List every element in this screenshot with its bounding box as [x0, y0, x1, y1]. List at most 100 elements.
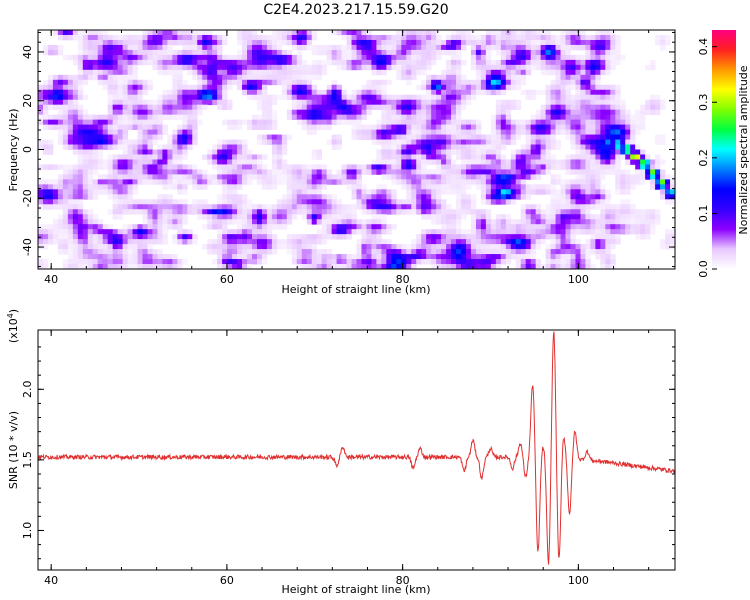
heatmap-cell [610, 94, 616, 101]
heatmap-cell [485, 159, 492, 165]
heatmap-cell [426, 249, 432, 255]
heatmap-cell [431, 149, 437, 155]
heatmap-cell [485, 234, 492, 240]
heatmap-cell [650, 219, 656, 225]
heatmap-cell [475, 144, 482, 150]
heatmap-cell [465, 209, 472, 215]
heatmap-cell [197, 99, 203, 106]
heatmap-cell [172, 114, 178, 121]
heatmap-cell [595, 59, 601, 66]
heatmap-cell [461, 74, 467, 81]
heatmap-cell [117, 159, 124, 165]
heatmap-cell [296, 164, 303, 170]
heatmap-cell [82, 30, 89, 36]
heatmap-cell [326, 229, 333, 235]
heatmap-cell [67, 164, 74, 170]
heatmap-cell [520, 259, 527, 265]
heatmap-cell [137, 199, 143, 205]
heatmap-cell [620, 229, 626, 235]
heatmap-cell [321, 119, 328, 126]
heatmap-cell [441, 174, 447, 180]
heatmap-cell [142, 79, 148, 86]
heatmap-cell [177, 159, 183, 165]
heatmap-cell [67, 144, 74, 150]
heatmap-cell [520, 254, 527, 260]
heatmap-cell [356, 224, 362, 230]
heatmap-cell [446, 154, 452, 160]
heatmap-cell [172, 34, 178, 41]
heatmap-cell [107, 174, 114, 180]
heatmap-cell [152, 134, 158, 140]
heatmap-cell [615, 209, 621, 215]
heatmap-cell [182, 174, 188, 180]
heatmap-cell [142, 264, 148, 269]
heatmap-cell [655, 139, 661, 145]
heatmap-cell [515, 174, 522, 180]
heatmap-cell [301, 114, 308, 121]
heatmap-cell [177, 144, 183, 150]
heatmap-cell [152, 164, 158, 170]
heatmap-cell [97, 239, 104, 245]
heatmap-cell [261, 229, 268, 235]
heatmap-cell [500, 259, 507, 265]
heatmap-cell [376, 229, 382, 235]
heatmap-cell [560, 179, 566, 185]
heatmap-cell [122, 184, 128, 190]
heatmap-cell [192, 124, 198, 130]
heatmap-cell [456, 199, 462, 205]
heatmap-cell [570, 104, 576, 111]
heatmap-cell [72, 174, 79, 180]
heatmap-cell [321, 169, 328, 175]
heatmap-cell [446, 229, 452, 235]
heatmap-cell [237, 34, 243, 41]
heatmap-cell [535, 49, 542, 56]
heatmap-cell [600, 144, 606, 150]
heatmap-cell [62, 79, 69, 86]
heatmap-cell [172, 30, 178, 36]
heatmap-cell [550, 134, 556, 140]
heatmap-cell [162, 69, 168, 76]
heatmap-cell [137, 104, 143, 111]
heatmap-cell [237, 209, 243, 215]
heatmap-cell [346, 214, 352, 220]
heatmap-cell [590, 144, 596, 150]
heatmap-cell [585, 194, 591, 200]
heatmap-cell [655, 169, 661, 175]
heatmap-cell [127, 204, 133, 210]
heatmap-cell [57, 89, 64, 96]
heatmap-cell [42, 79, 49, 86]
heatmap-cell [336, 94, 342, 101]
heatmap-cell [456, 99, 462, 106]
heatmap-cell [192, 174, 198, 180]
heatmap-cell [38, 199, 44, 205]
heatmap-cell [52, 184, 59, 190]
heatmap-cell [67, 244, 74, 250]
heatmap-cell [182, 234, 188, 240]
heatmap-cell [167, 224, 173, 230]
heatmap-cell [336, 84, 342, 91]
heatmap-cell [212, 204, 218, 210]
heatmap-cell [52, 89, 59, 96]
heatmap-cell [480, 254, 487, 260]
heatmap-cell [560, 219, 566, 225]
heatmap-cell [401, 134, 407, 140]
heatmap-cell [316, 169, 323, 175]
heatmap-cell [82, 234, 89, 240]
heatmap-cell [346, 169, 352, 175]
heatmap-cell [152, 174, 158, 180]
heatmap-cell [132, 259, 138, 265]
heatmap-cell [426, 84, 432, 91]
heatmap-cell [266, 244, 273, 250]
heatmap-cell [162, 129, 168, 135]
heatmap-cell [147, 224, 153, 230]
heatmap-cell [132, 39, 138, 46]
heatmap-cell [102, 189, 109, 195]
heatmap-cell [510, 219, 517, 225]
heatmap-cell [570, 44, 576, 51]
heatmap-cell [461, 39, 467, 46]
heatmap-cell [590, 99, 596, 106]
heatmap-cell [625, 189, 631, 195]
heatmap-cell [580, 259, 586, 265]
heatmap-cell [645, 109, 651, 116]
